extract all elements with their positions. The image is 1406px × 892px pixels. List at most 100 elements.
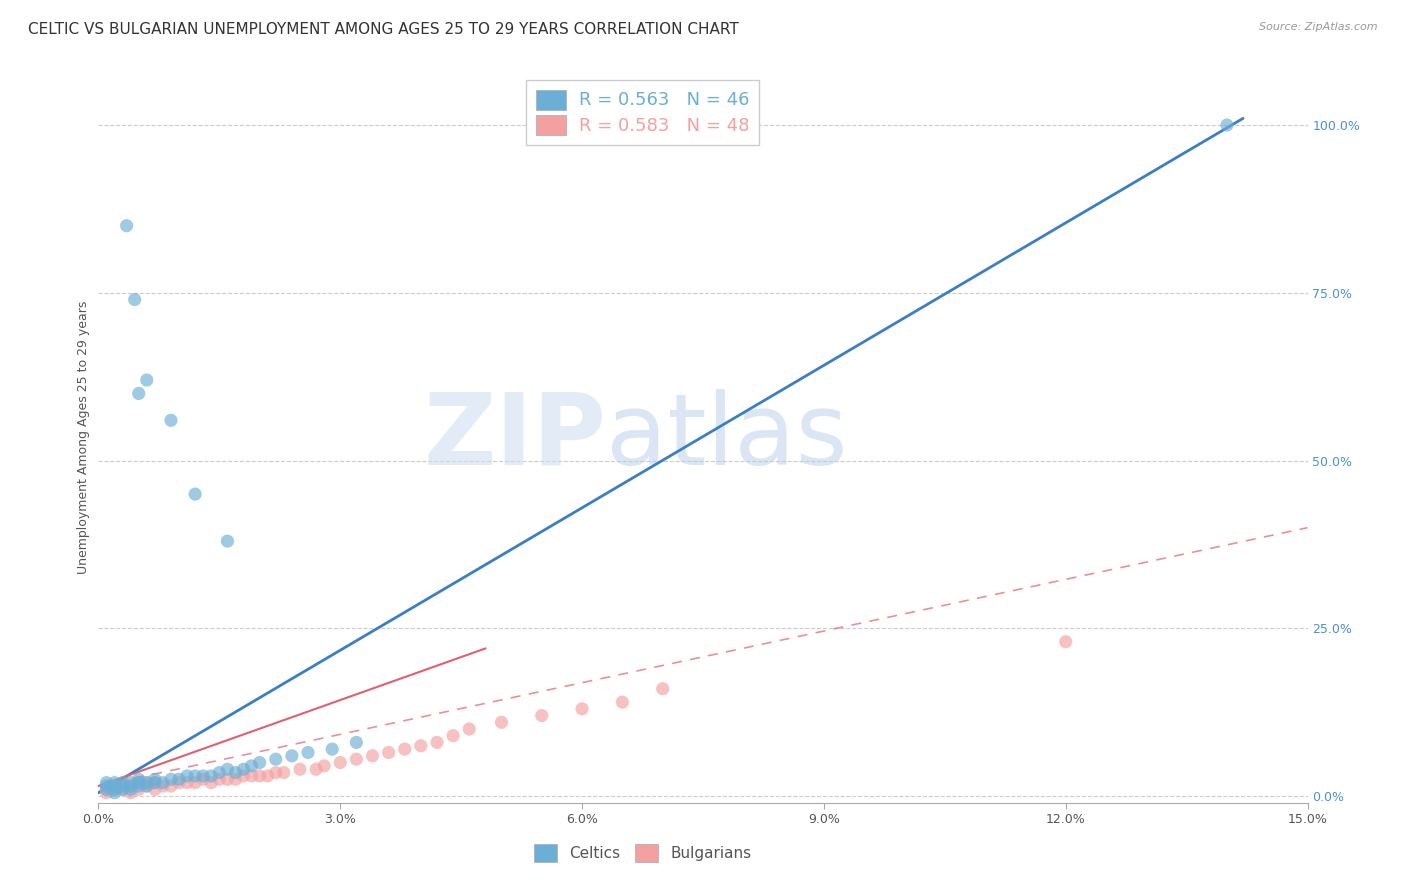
Point <box>281 748 304 763</box>
Point <box>111 782 134 797</box>
Point <box>184 769 207 783</box>
Point <box>184 775 207 789</box>
Point <box>361 748 384 763</box>
Point <box>224 765 246 780</box>
Point <box>571 702 593 716</box>
Point <box>530 708 553 723</box>
Point <box>240 759 263 773</box>
Point <box>377 746 399 760</box>
Point <box>612 695 634 709</box>
Point <box>120 786 142 800</box>
Point <box>160 779 183 793</box>
Point <box>143 772 166 787</box>
Point <box>651 681 673 696</box>
Point <box>167 775 190 789</box>
Point <box>160 413 183 427</box>
Point <box>193 772 215 787</box>
Point <box>111 779 134 793</box>
Point <box>264 752 287 766</box>
Point <box>200 775 222 789</box>
Point <box>458 722 481 736</box>
Point <box>321 742 343 756</box>
Point <box>160 772 183 787</box>
Point <box>120 779 142 793</box>
Point <box>111 779 134 793</box>
Point <box>96 786 118 800</box>
Point <box>128 775 150 789</box>
Point <box>143 782 166 797</box>
Point <box>256 769 278 783</box>
Point <box>249 756 271 770</box>
Point <box>426 735 449 749</box>
Point <box>103 786 125 800</box>
Point <box>111 775 134 789</box>
Point <box>103 782 125 797</box>
Point <box>232 769 254 783</box>
Point <box>135 779 157 793</box>
Point <box>96 782 118 797</box>
Point <box>96 775 118 789</box>
Point <box>167 772 190 787</box>
Point <box>103 782 125 797</box>
Point <box>344 735 367 749</box>
Point <box>111 782 134 797</box>
Point <box>240 769 263 783</box>
Point <box>128 782 150 797</box>
Point <box>152 779 174 793</box>
Point <box>103 779 125 793</box>
Point <box>208 765 231 780</box>
Point <box>249 769 271 783</box>
Point <box>143 775 166 789</box>
Point <box>143 775 166 789</box>
Point <box>124 293 146 307</box>
Point <box>264 765 287 780</box>
Point <box>176 775 198 789</box>
Point <box>208 772 231 787</box>
Point <box>176 769 198 783</box>
Point <box>1054 634 1077 648</box>
Text: CELTIC VS BULGARIAN UNEMPLOYMENT AMONG AGES 25 TO 29 YEARS CORRELATION CHART: CELTIC VS BULGARIAN UNEMPLOYMENT AMONG A… <box>28 22 740 37</box>
Point <box>128 772 150 787</box>
Point <box>135 775 157 789</box>
Text: atlas: atlas <box>606 389 848 485</box>
Point <box>103 779 125 793</box>
Point <box>193 769 215 783</box>
Point <box>409 739 432 753</box>
Point <box>441 729 464 743</box>
Point <box>184 487 207 501</box>
Point <box>491 715 513 730</box>
Point <box>200 769 222 783</box>
Point <box>135 779 157 793</box>
Point <box>394 742 416 756</box>
Point <box>273 765 295 780</box>
Point <box>128 386 150 401</box>
Point <box>128 775 150 789</box>
Point <box>329 756 352 770</box>
Point <box>217 534 239 549</box>
Point <box>217 762 239 776</box>
Text: ZIP: ZIP <box>423 389 606 485</box>
Point <box>128 779 150 793</box>
Point <box>135 775 157 789</box>
Y-axis label: Unemployment Among Ages 25 to 29 years: Unemployment Among Ages 25 to 29 years <box>77 301 90 574</box>
Legend: Celtics, Bulgarians: Celtics, Bulgarians <box>527 838 758 868</box>
Point <box>152 775 174 789</box>
Point <box>135 373 157 387</box>
Point <box>217 772 239 787</box>
Point <box>96 782 118 797</box>
Point <box>344 752 367 766</box>
Point <box>96 779 118 793</box>
Text: Source: ZipAtlas.com: Source: ZipAtlas.com <box>1260 22 1378 32</box>
Point <box>1216 118 1239 132</box>
Point <box>305 762 328 776</box>
Point <box>314 759 336 773</box>
Point <box>103 775 125 789</box>
Point <box>224 772 246 787</box>
Point <box>297 746 319 760</box>
Point <box>115 219 138 233</box>
Point <box>232 762 254 776</box>
Point <box>120 782 142 797</box>
Point <box>288 762 311 776</box>
Point <box>120 775 142 789</box>
Point <box>120 779 142 793</box>
